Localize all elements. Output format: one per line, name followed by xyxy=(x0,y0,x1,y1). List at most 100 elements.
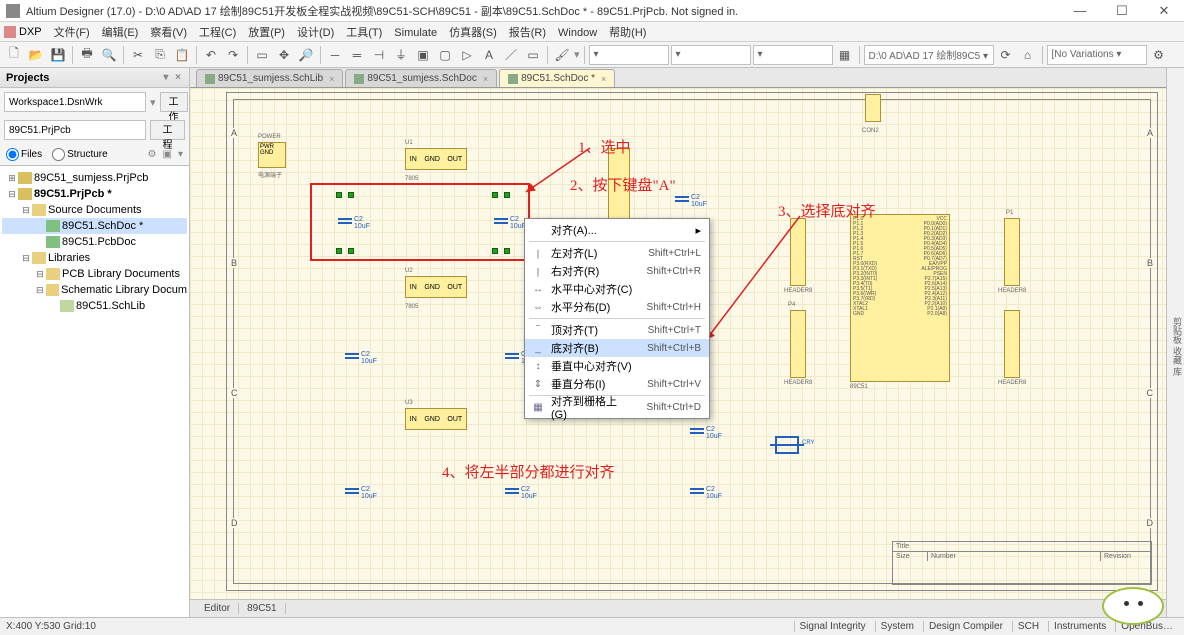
text-icon[interactable]: A xyxy=(479,45,499,65)
header-p4[interactable] xyxy=(790,218,806,286)
cfg-icon[interactable]: ⚙ xyxy=(1149,45,1169,65)
draw-rect-icon[interactable]: ▭ xyxy=(523,45,543,65)
zoom-icon[interactable]: 🔎 xyxy=(296,45,316,65)
tree-node[interactable]: ⊟Libraries xyxy=(2,250,187,266)
brush-icon[interactable]: 🖌 xyxy=(552,45,572,65)
right-panel-stub[interactable]: 剪贴板 收藏 库 xyxy=(1166,68,1184,617)
port-icon[interactable]: ▷ xyxy=(457,45,477,65)
tree-node[interactable]: ⊟89C51.PrjPcb * xyxy=(2,186,187,202)
ctx-item[interactable]: ▦对齐到栅格上(G)Shift+Ctrl+D xyxy=(525,398,709,416)
schematic-canvas[interactable]: AABBCCDD PWR GND POWER 电源端子 INGNDOUT U1 … xyxy=(190,88,1166,599)
status-item[interactable]: System xyxy=(875,621,919,632)
menu-item[interactable]: 文件(F) xyxy=(48,27,96,39)
tree-node[interactable]: ⊟PCB Library Documents xyxy=(2,266,187,282)
move-icon[interactable]: ✥ xyxy=(274,45,294,65)
select-icon[interactable]: ▭ xyxy=(252,45,272,65)
redo-icon[interactable]: ↷ xyxy=(223,45,243,65)
maximize-button[interactable]: ☐ xyxy=(1108,3,1136,19)
cut-icon[interactable]: ✂ xyxy=(128,45,148,65)
status-item[interactable]: SCH xyxy=(1012,621,1044,632)
settings-icon[interactable]: ⚙ xyxy=(148,149,157,160)
menu-item[interactable]: 察看(V) xyxy=(144,27,193,39)
menu-item[interactable]: 帮助(H) xyxy=(603,27,652,39)
minimize-button[interactable]: — xyxy=(1066,3,1094,19)
preview-icon[interactable]: 🔍 xyxy=(99,45,119,65)
ctx-item[interactable]: ↕垂直中心对齐(V) xyxy=(525,357,709,375)
ctx-item[interactable]: ↔水平中心对齐(C) xyxy=(525,280,709,298)
regulator-u2[interactable]: INGNDOUT xyxy=(405,276,467,298)
tree-node[interactable]: ⊞89C51_sumjess.PrjPcb xyxy=(2,170,187,186)
mcu-89c51[interactable]: P1.0P1.1P1.2P1.3P1.4P1.5P1.6P1.7RSTP3.0(… xyxy=(850,214,950,382)
status-item[interactable]: Signal Integrity xyxy=(794,621,871,632)
power-icon[interactable]: ⏚ xyxy=(391,45,411,65)
doc-tab[interactable]: 89C51 xyxy=(239,603,285,614)
editor-tab[interactable]: Editor xyxy=(196,603,239,614)
ctx-item[interactable]: ‾顶对齐(T)Shift+Ctrl+T xyxy=(525,321,709,339)
home-icon[interactable]: ⌂ xyxy=(1018,45,1038,65)
menu-item[interactable]: 工具(T) xyxy=(340,27,388,39)
draw-line-icon[interactable]: ／ xyxy=(501,45,521,65)
ctx-item[interactable]: 〡右对齐(R)Shift+Ctrl+R xyxy=(525,262,709,280)
open-icon[interactable]: 📂 xyxy=(26,45,46,65)
con2[interactable] xyxy=(865,94,881,122)
power-port[interactable]: PWR GND xyxy=(258,142,286,168)
sheet-icon[interactable]: ▢ xyxy=(435,45,455,65)
ctx-item[interactable]: 对齐(A)...▸ xyxy=(525,221,709,239)
doc-tab[interactable]: 89C51.SchDoc *× xyxy=(499,69,615,87)
grid-icon[interactable]: ▦ xyxy=(835,45,855,65)
chevron-icon[interactable]: ▾ xyxy=(178,149,183,160)
align-context-menu[interactable]: 对齐(A)...▸ 〡左对齐(L)Shift+Ctrl+L〡右对齐(R)Shift… xyxy=(524,218,710,419)
menu-item[interactable]: Window xyxy=(552,27,603,39)
filter-drop[interactable]: ▾ xyxy=(753,45,833,65)
status-item[interactable]: Design Compiler xyxy=(923,621,1008,632)
ctx-item[interactable]: ⇔水平分布(D)Shift+Ctrl+H xyxy=(525,298,709,316)
tree-node[interactable]: ⊟Source Documents xyxy=(2,202,187,218)
part-icon[interactable]: ▣ xyxy=(413,45,433,65)
tree-node[interactable]: 89C51.PcbDoc xyxy=(2,234,187,250)
project-input[interactable] xyxy=(4,120,146,140)
doc-tab[interactable]: 89C51_sumjess.SchDoc× xyxy=(345,69,497,87)
expand-icon[interactable]: ▣ xyxy=(163,149,172,160)
save-icon[interactable]: 💾 xyxy=(48,45,68,65)
wire-icon[interactable]: ─ xyxy=(325,45,345,65)
layer-drop[interactable]: ▾ xyxy=(589,45,669,65)
files-radio[interactable]: Files xyxy=(6,148,42,161)
tree-node[interactable]: 89C51.SchLib xyxy=(2,298,187,314)
header-p4b[interactable] xyxy=(790,310,806,378)
menu-item[interactable]: 仿真器(S) xyxy=(443,27,503,39)
header-p1b[interactable] xyxy=(1004,310,1020,378)
tree-node[interactable]: 89C51.SchDoc * xyxy=(2,218,187,234)
obj-drop[interactable]: ▾ xyxy=(671,45,751,65)
net-icon[interactable]: ⊣ xyxy=(369,45,389,65)
menu-item[interactable]: 设计(D) xyxy=(291,27,340,39)
dxp-menu[interactable]: DXP xyxy=(4,26,42,38)
ctx-item[interactable]: _底对齐(B)Shift+Ctrl+B xyxy=(525,339,709,357)
project-tree[interactable]: ⊞89C51_sumjess.PrjPcb⊟89C51.PrjPcb *⊟Sou… xyxy=(0,165,189,617)
copy-icon[interactable]: ⎘ xyxy=(150,45,170,65)
menu-item[interactable]: 编辑(E) xyxy=(96,27,145,39)
close-button[interactable]: ✕ xyxy=(1150,3,1178,19)
variations-drop[interactable]: [No Variations ▾ xyxy=(1047,45,1147,65)
ctx-item[interactable]: 〡左对齐(L)Shift+Ctrl+L xyxy=(525,244,709,262)
ctx-item[interactable]: ⇕垂直分布(I)Shift+Ctrl+V xyxy=(525,375,709,393)
menu-item[interactable]: Simulate xyxy=(388,27,443,39)
header-p1[interactable] xyxy=(1004,218,1020,286)
paste-icon[interactable]: 📋 xyxy=(172,45,192,65)
menu-item[interactable]: 工程(C) xyxy=(193,27,242,39)
doc-tab[interactable]: 89C51_sumjess.SchLib× xyxy=(196,69,343,87)
undo-icon[interactable]: ↶ xyxy=(201,45,221,65)
workbench-button[interactable]: 工作台 xyxy=(160,92,188,112)
new-icon[interactable]: 🗋 xyxy=(4,45,24,65)
regulator-u1[interactable]: INGNDOUT xyxy=(405,148,467,170)
path-drop[interactable]: D:\0 AD\AD 17 绘制89C5 ▾ xyxy=(864,45,994,65)
tree-node[interactable]: ⊟Schematic Library Docum xyxy=(2,282,187,298)
refresh-icon[interactable]: ⟳ xyxy=(996,45,1016,65)
print-icon[interactable]: 🖶 xyxy=(77,45,97,65)
menu-item[interactable]: 放置(P) xyxy=(242,27,291,39)
menu-item[interactable]: 报告(R) xyxy=(503,27,552,39)
structure-radio[interactable]: Structure xyxy=(52,148,108,161)
workspace-input[interactable] xyxy=(4,92,146,112)
panel-controls[interactable]: ▾ × xyxy=(163,72,183,83)
engineering-button[interactable]: 工程 xyxy=(150,120,185,140)
bus-icon[interactable]: ═ xyxy=(347,45,367,65)
